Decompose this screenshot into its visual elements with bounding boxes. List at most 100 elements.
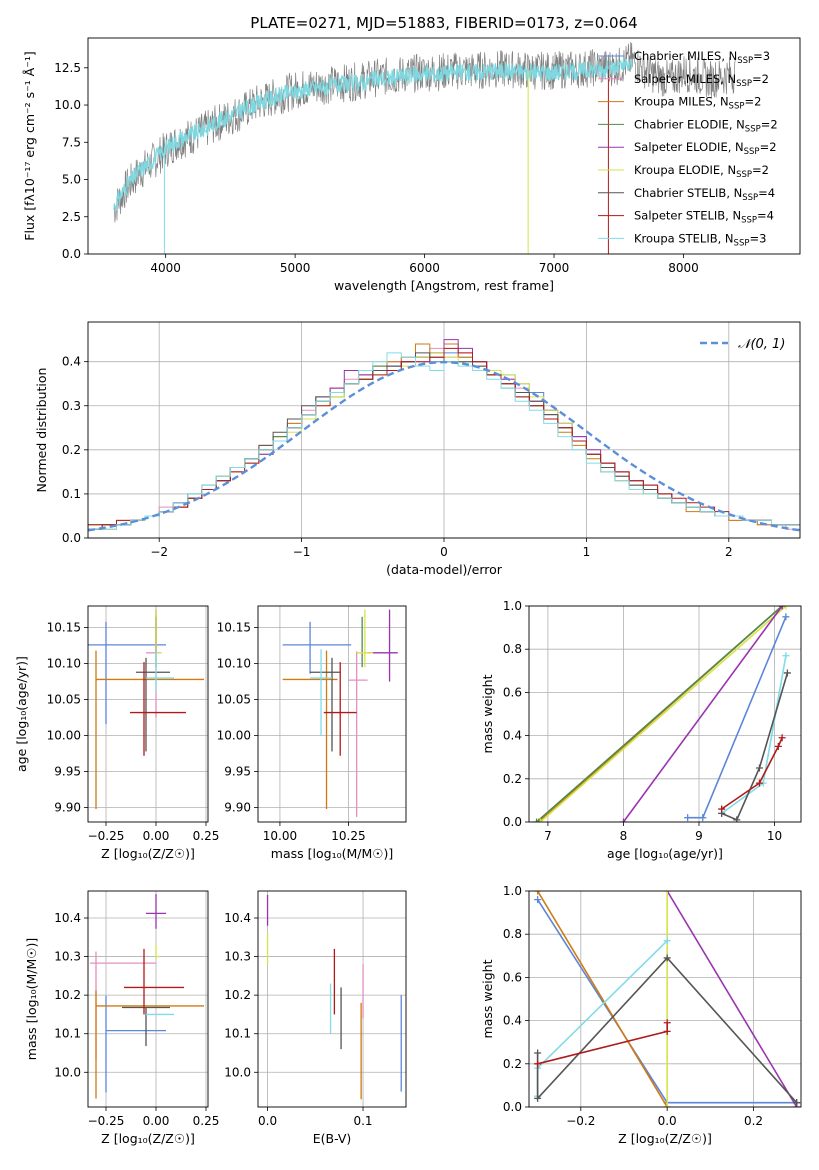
- x-tick-label: 7000: [539, 261, 570, 275]
- y-tick-label: 10.3: [54, 950, 81, 964]
- legend-label: Salpeter ELODIE, NSSP=2: [634, 140, 777, 157]
- y-tick-label: 0.4: [62, 355, 81, 369]
- y-tick-label: 10.05: [217, 693, 251, 707]
- plot-area: [266, 894, 402, 1100]
- x-tick-label: 0.25: [193, 1114, 220, 1128]
- y-tick-label: 9.95: [54, 765, 81, 779]
- weight-series-line: [666, 891, 798, 1107]
- legend-label: Kroupa ELODIE, NSSP=2: [634, 163, 769, 180]
- y-tick-label: 0.4: [503, 729, 522, 743]
- x-tick-label: 7: [544, 829, 552, 843]
- weight-point: [793, 1099, 801, 1107]
- y-tick-label: 10.4: [224, 911, 251, 925]
- weight-point: [663, 937, 671, 945]
- weight-series-line: [721, 655, 787, 815]
- axes-age_vs_mass: 10.00 10.25 9.90 9.95 10.00 10.05 10.10 10.15 ma…: [217, 605, 407, 861]
- y-tick-label: 9.90: [54, 801, 81, 815]
- y-tick-label: 10.1: [54, 1027, 81, 1041]
- x-axis-label: Z [log₁₀(Z/Z☉)]: [618, 1131, 712, 1146]
- y-tick-label: 0.2: [62, 443, 81, 457]
- weight-point: [755, 764, 763, 772]
- x-axis-label: wavelength [Angstrom, rest frame]: [334, 278, 554, 293]
- y-axis-label: mass weight: [480, 959, 495, 1038]
- x-tick-label: 6000: [409, 261, 440, 275]
- axes-residuals: −2 −1 0 1 2 0.0 0.1 0.2 0.3 0.4 (data-model)/error…: [34, 321, 801, 577]
- weight-point: [533, 818, 541, 822]
- x-tick-label: −1: [293, 545, 311, 559]
- axes-frame: [87, 605, 209, 823]
- weight-point: [663, 1103, 671, 1107]
- y-axis-label: age [log₁₀(age/yr)]: [14, 656, 29, 772]
- weight-series-line: [721, 737, 783, 810]
- legend-label: Salpeter STELIB, NSSP=4: [634, 209, 774, 226]
- y-tick-label: 0.6: [503, 685, 522, 699]
- y-tick-label: 0.0: [503, 815, 522, 829]
- y-tick-label: 0.8: [503, 642, 522, 656]
- weight-point: [778, 606, 786, 610]
- y-tick-label: 2.5: [62, 210, 81, 224]
- legend-label: Chabrier STELIB, NSSP=4: [634, 186, 775, 203]
- plot-area: [533, 606, 791, 822]
- y-tick-label: 0.0: [62, 531, 81, 545]
- y-tick-label: 0.0: [503, 1100, 522, 1114]
- weight-point: [534, 1094, 542, 1102]
- y-tick-label: 0.8: [503, 927, 522, 941]
- plot-area: [282, 609, 398, 817]
- weight-point: [534, 891, 542, 895]
- axes-frame: [528, 890, 802, 1108]
- y-tick-label: 0.1: [62, 487, 81, 501]
- weight-point: [663, 1019, 671, 1027]
- y-tick-label: 0.2: [503, 1057, 522, 1071]
- axes-age_vs_Z: −0.25 0.00 0.25 9.90 9.95 10.00 10.05 10.10 10.1…: [14, 605, 219, 861]
- weight-point: [755, 779, 763, 787]
- x-tick-label: 0.2: [744, 1114, 763, 1128]
- weight-point: [619, 818, 627, 822]
- legend-label: 𝒩(0, 1): [738, 337, 785, 352]
- x-axis-label: Z [log₁₀(Z/Z☉)]: [101, 1131, 195, 1146]
- weight-series-line: [539, 606, 787, 822]
- x-tick-label: 0.1: [353, 1114, 372, 1128]
- y-tick-label: 0.2: [503, 772, 522, 786]
- histogram-series: [88, 352, 800, 538]
- y-tick-label: 0.6: [503, 970, 522, 984]
- y-tick-label: 0.4: [503, 1014, 522, 1028]
- plot-area: [113, 41, 736, 254]
- plot-area: [88, 609, 204, 810]
- x-tick-label: 4000: [150, 261, 181, 275]
- x-tick-label: 0.0: [258, 1114, 277, 1128]
- legend-label: Chabrier MILES, NSSP=3: [634, 49, 770, 66]
- y-tick-label: 10.3: [224, 950, 251, 964]
- x-tick-label: 10.00: [263, 829, 297, 843]
- weight-point: [774, 742, 782, 750]
- y-axis-label: mass [log₁₀(M/M☉)]: [24, 938, 39, 1060]
- y-tick-label: 1.0: [503, 599, 522, 613]
- weight-series-line: [536, 956, 798, 1104]
- axes-mass_vs_Z: −0.25 0.00 0.25 10.0 10.1 10.2 10.3 10.4 Z [log₁…: [24, 890, 220, 1146]
- weight-point: [782, 652, 790, 660]
- y-tick-label: 10.2: [224, 988, 251, 1002]
- axes-frame: [257, 605, 407, 823]
- spectrum-model-line: [113, 58, 633, 211]
- plot-area: [88, 339, 800, 538]
- weight-point: [733, 816, 741, 822]
- axes-frame: [257, 890, 407, 1108]
- y-tick-label: 10.2: [54, 988, 81, 1002]
- weight-series-line: [536, 606, 783, 822]
- axes-frame: [87, 890, 209, 1108]
- plot-area: [534, 891, 801, 1107]
- x-axis-label: E(B-V): [313, 1131, 352, 1146]
- axes-frame: [528, 605, 802, 823]
- axes-mass_vs_EBV: 0.0 0.1 10.0 10.1 10.2 10.3 10.4 E(B-V): [224, 890, 407, 1146]
- axes-frame: [87, 37, 801, 255]
- weight-point: [782, 606, 790, 610]
- y-tick-label: 9.90: [224, 801, 251, 815]
- x-tick-label: 0.0: [658, 1114, 677, 1128]
- y-tick-label: 0.0: [62, 247, 81, 261]
- y-tick-label: 1.0: [503, 884, 522, 898]
- y-tick-label: 9.95: [224, 765, 251, 779]
- weight-series-line: [536, 891, 668, 1107]
- y-tick-label: 7.5: [62, 135, 81, 149]
- weight-point: [718, 805, 726, 813]
- chart-title: PLATE=0271, MJD=51883, FIBERID=0173, z=0…: [250, 14, 637, 32]
